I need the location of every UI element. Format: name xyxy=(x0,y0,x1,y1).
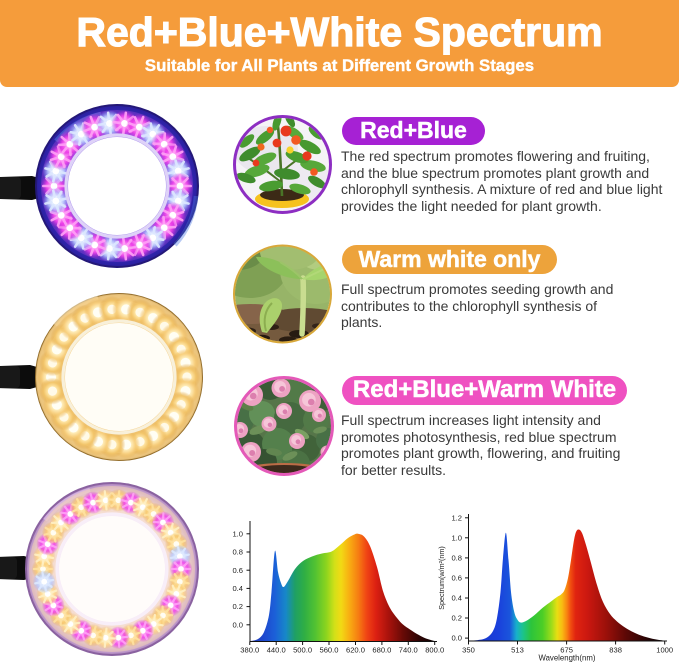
svg-text:620.0: 620.0 xyxy=(346,646,365,655)
svg-text:Spectrum(w/m²(nm): Spectrum(w/m²(nm) xyxy=(437,546,446,610)
svg-text:0.6: 0.6 xyxy=(232,566,243,575)
svg-text:0.2: 0.2 xyxy=(451,614,462,623)
svg-text:680.0: 680.0 xyxy=(372,646,391,655)
svg-text:0.8: 0.8 xyxy=(232,548,243,557)
svg-text:800.0: 800.0 xyxy=(425,646,444,655)
svg-text:0.8: 0.8 xyxy=(451,554,462,563)
svg-text:0.4: 0.4 xyxy=(232,584,243,593)
svg-text:675: 675 xyxy=(560,646,573,655)
svg-text:0.0: 0.0 xyxy=(451,634,462,643)
svg-text:0.4: 0.4 xyxy=(451,594,462,603)
svg-text:0.6: 0.6 xyxy=(451,574,462,583)
svg-text:560.0: 560.0 xyxy=(319,646,338,655)
svg-text:1.0: 1.0 xyxy=(232,529,243,538)
svg-text:Wavelength(nm): Wavelength(nm) xyxy=(539,654,596,663)
svg-text:0.0: 0.0 xyxy=(232,620,243,629)
svg-text:1000: 1000 xyxy=(656,646,673,655)
svg-text:350: 350 xyxy=(462,646,475,655)
svg-text:1.0: 1.0 xyxy=(451,533,462,542)
svg-text:838: 838 xyxy=(609,646,622,655)
svg-text:0.2: 0.2 xyxy=(232,602,243,611)
svg-text:740.0: 740.0 xyxy=(399,646,418,655)
svg-text:513: 513 xyxy=(511,646,524,655)
svg-text:1.2: 1.2 xyxy=(451,513,462,522)
svg-text:440.0: 440.0 xyxy=(267,646,286,655)
svg-text:380.0: 380.0 xyxy=(240,646,259,655)
svg-text:500.0: 500.0 xyxy=(293,646,312,655)
